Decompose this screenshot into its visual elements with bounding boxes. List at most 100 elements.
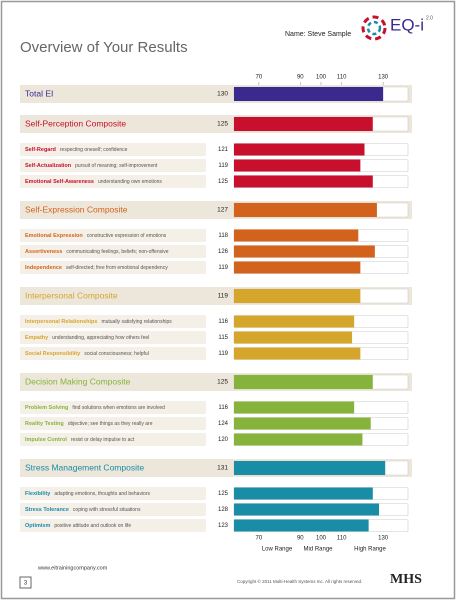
score-bar	[234, 87, 384, 101]
scale-label-top: 130	[378, 75, 389, 81]
subscale-description: social consciousness; helpful	[84, 351, 148, 357]
composite-name: Self-Expression Composite	[25, 204, 128, 214]
subscale-band	[20, 519, 206, 532]
score-bar	[234, 503, 379, 516]
score: 119	[218, 163, 228, 169]
subscale-band	[20, 401, 206, 414]
subscale-description: respecting oneself; confidence	[60, 147, 128, 153]
subscale-band	[20, 417, 206, 430]
subscale-description: coping with stressful situations	[73, 507, 141, 513]
subscale-band	[20, 433, 206, 446]
score-bar	[234, 203, 377, 217]
score-bar	[234, 375, 373, 389]
scale-label-bottom: 90	[297, 536, 304, 542]
score-bar	[234, 401, 355, 414]
score: 119	[218, 265, 228, 271]
subscale-name: Emotional Expression	[25, 233, 83, 239]
subscale-name: Self-Regard	[25, 147, 56, 153]
score: 130	[217, 91, 228, 98]
score-bar	[234, 417, 371, 430]
score: 119	[218, 293, 229, 300]
subscale-name: Assertiveness	[25, 249, 62, 255]
logo-mark	[361, 15, 387, 41]
subscale-name: Stress Tolerance	[25, 507, 69, 513]
composite-name: Total EI	[25, 88, 53, 98]
subscale-description: understanding, appreciating how others f…	[52, 335, 149, 341]
score: 125	[217, 379, 228, 386]
score: 123	[218, 523, 229, 529]
score-bar	[234, 433, 363, 446]
subscale-description: resist or delay impulse to act	[71, 437, 135, 443]
score: 118	[218, 233, 228, 239]
scale-label-top: 90	[297, 75, 304, 81]
score-bar	[234, 487, 373, 500]
score-bar	[234, 289, 361, 303]
score: 127	[217, 207, 228, 214]
subscale-band	[20, 175, 206, 188]
composite-name: Self-Perception Composite	[25, 118, 126, 128]
scale-label-top: 100	[316, 75, 327, 81]
subscale-description: self-directed; free from emotional depen…	[66, 265, 168, 271]
page-number: 3	[24, 581, 28, 587]
score-bar	[234, 175, 373, 188]
subscale-description: communicating feelings, beliefs; non-off…	[66, 249, 168, 255]
score: 124	[218, 421, 229, 427]
range-label: High Range	[354, 547, 386, 553]
subscale-description: constructive expression of emotions	[87, 233, 167, 239]
subscale-name: Self-Actualization	[25, 163, 72, 169]
website: www.eitrainingcompany.com	[37, 565, 108, 571]
score: 131	[217, 465, 228, 472]
subscale-band	[20, 143, 206, 156]
score-bar	[234, 117, 373, 131]
score-bar	[234, 159, 361, 172]
subscale-name: Problem Solving	[25, 405, 68, 411]
subscale-band	[20, 331, 206, 344]
subscale-description: objective; see things as they really are	[68, 421, 153, 427]
score-bar	[234, 229, 359, 242]
score-bar	[234, 261, 361, 274]
scale-label-bottom: 110	[337, 536, 347, 542]
range-label: Mid Range	[303, 547, 333, 553]
subscale-band	[20, 261, 206, 274]
subscale-description: find solutions when emotions are involve…	[72, 405, 165, 411]
publisher-logo: MHS	[390, 572, 422, 587]
subscale-description: mutually satisfying relationships	[101, 319, 172, 325]
score: 125	[217, 121, 228, 128]
logo-text: EQ-i	[390, 15, 424, 34]
subscale-name: Reality Testing	[25, 421, 64, 427]
score-bar	[234, 331, 353, 344]
subscale-description: pursuit of meaning; self-improvement	[75, 163, 158, 169]
range-label: Low Range	[262, 547, 293, 553]
score: 119	[218, 351, 228, 357]
score: 116	[218, 319, 228, 325]
score-bar	[234, 245, 375, 258]
score: 128	[218, 507, 229, 513]
subscale-name: Impulse Control	[25, 437, 67, 443]
copyright: Copyright © 2011 Multi-Health Systems In…	[237, 578, 362, 584]
score: 115	[218, 335, 228, 341]
subscale-description: understanding own emotions	[98, 179, 162, 185]
subscale-description: positive attitude and outlook on life	[54, 523, 131, 529]
score-bar	[234, 461, 386, 475]
score: 125	[218, 179, 229, 185]
score: 116	[218, 405, 228, 411]
scale-label-top: 70	[256, 75, 263, 81]
subscale-band	[20, 229, 206, 242]
scale-label-bottom: 70	[256, 536, 263, 542]
subscale-band	[20, 487, 206, 500]
subscale-band	[20, 159, 206, 172]
subscale-band	[20, 315, 206, 328]
score: 125	[218, 491, 229, 497]
subscale-name: Empathy	[25, 335, 49, 341]
score-bar	[234, 519, 369, 532]
score: 121	[218, 147, 229, 153]
subscale-name: Flexibility	[25, 491, 51, 497]
score-bar	[234, 315, 355, 328]
score-bar	[234, 143, 365, 156]
subscale-name: Emotional Self-Awareness	[25, 179, 94, 185]
score: 126	[218, 249, 229, 255]
subscale-name: Social Responsibility	[25, 351, 81, 357]
composite-name: Interpersonal Composite	[25, 290, 118, 300]
